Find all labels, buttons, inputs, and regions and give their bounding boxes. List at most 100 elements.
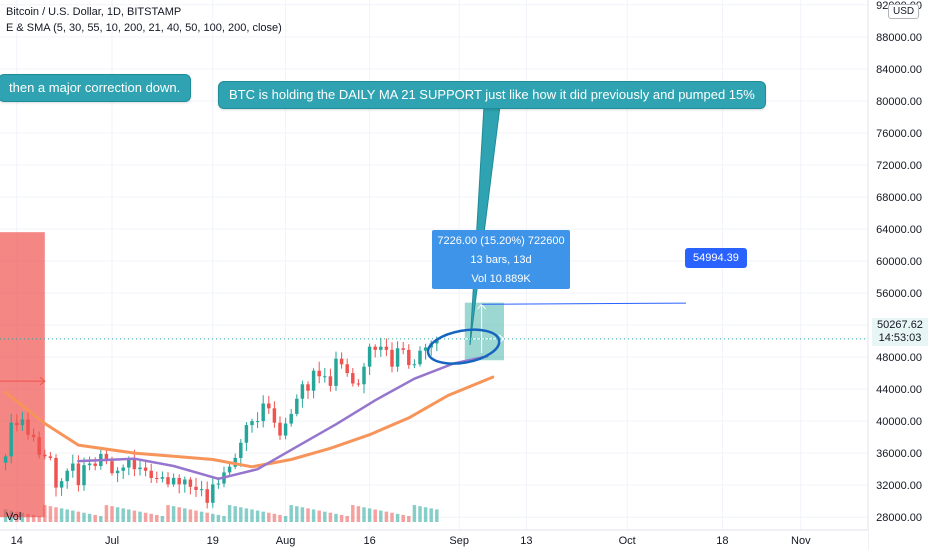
candle-body	[76, 463, 81, 486]
candle-body	[110, 461, 114, 474]
candle	[65, 468, 69, 489]
volume-bar	[171, 506, 176, 522]
target-price-label[interactable]: 54994.39	[685, 248, 747, 268]
candle	[283, 417, 288, 440]
volume-bar	[121, 508, 125, 522]
candle-body	[160, 477, 165, 479]
candle-body	[82, 465, 86, 486]
candle-body	[115, 470, 120, 474]
moving-averages	[4, 355, 495, 481]
candle-body	[418, 350, 422, 365]
candle	[48, 451, 53, 461]
price-tick-label: 64000.00	[876, 224, 922, 236]
candle-body	[362, 366, 366, 385]
price-axis[interactable]: 28000.00 32000.00 36000.00 40000.00 44000.00…	[867, 0, 932, 550]
candle-body	[138, 467, 142, 470]
time-tick-label: Jul	[105, 535, 119, 547]
candle	[306, 381, 310, 399]
time-tick-label: 18	[716, 535, 728, 547]
measure-bars: 13 bars, 13d	[470, 254, 532, 266]
price-tick-label: 76000.00	[876, 128, 922, 140]
ma-fast-line	[77, 355, 489, 481]
candle-body	[250, 421, 254, 426]
target-zone-arrow-up	[477, 303, 486, 310]
candle-body	[15, 422, 19, 426]
candle-body	[127, 458, 131, 468]
volume-bar	[395, 513, 400, 522]
volume-bar	[104, 505, 109, 522]
volume-bar	[31, 514, 36, 522]
measure-info-box[interactable]: 7226.00 (15.20%) 722600 13 bars, 13d Vol…	[432, 230, 570, 289]
candle-body	[379, 346, 383, 350]
candle-body	[155, 477, 159, 479]
candle-body	[283, 423, 288, 436]
candle	[20, 411, 25, 431]
candle-body	[26, 419, 30, 435]
volume-label: Vol	[6, 511, 22, 523]
candle	[9, 413, 13, 464]
volume-bar	[328, 512, 333, 522]
candle	[43, 449, 47, 460]
drawing-zones	[0, 232, 505, 518]
volume-bar	[99, 516, 103, 522]
volume-bar	[82, 512, 86, 522]
volume-bar	[306, 508, 310, 522]
callout-left[interactable]: then a major correction down.	[0, 74, 192, 102]
volume-bar	[37, 516, 41, 522]
volume-bar	[160, 516, 165, 522]
time-tick-label: Aug	[276, 535, 296, 547]
measure-change: 7226.00 (15.20%) 722600	[437, 235, 565, 247]
volume-bar	[222, 516, 226, 522]
candle-body	[194, 486, 198, 490]
price-axis-bg	[868, 0, 932, 550]
candle-body	[255, 421, 260, 423]
candle-body	[171, 477, 176, 485]
volume-bar	[115, 507, 120, 522]
volume-bars	[3, 505, 439, 522]
red-zone-arrow-head	[39, 376, 46, 386]
candle-body	[48, 456, 53, 458]
price-tick-label: 56000.00	[876, 288, 922, 300]
volume-bar	[356, 506, 361, 522]
candle	[177, 474, 181, 494]
candle	[384, 338, 389, 357]
candle	[300, 380, 305, 408]
callout-right[interactable]: BTC is holding the DAILY MA 21 SUPPORT j…	[218, 81, 766, 109]
candle	[37, 431, 41, 459]
candle-body	[177, 477, 181, 485]
candle-body	[227, 466, 232, 473]
volume-bar	[278, 514, 282, 522]
candle	[149, 463, 153, 483]
time-axis[interactable]: 14 Jul 19 Aug 16 Sep 13 Oct 18 Nov	[0, 529, 868, 550]
candle-body	[166, 477, 170, 485]
current-price-countdown: 14:53:03	[878, 332, 922, 344]
candle-body	[339, 358, 344, 365]
candle	[295, 394, 299, 417]
candle	[351, 368, 355, 387]
candle-body	[183, 479, 187, 485]
volume-bar	[272, 513, 277, 522]
volume-bar	[261, 511, 265, 522]
candle	[272, 401, 277, 428]
volume-bar	[211, 513, 215, 522]
candle-body	[306, 384, 310, 391]
volume-bar	[71, 510, 75, 522]
candle-body	[132, 458, 137, 470]
volume-bar	[239, 507, 243, 522]
volume-bar	[384, 511, 389, 522]
volume-bar	[250, 509, 254, 522]
price-tick-label: 40000.00	[876, 416, 922, 428]
indicator-legend[interactable]: E & SMA (5, 30, 55, 10, 200, 21, 40, 50,…	[6, 22, 282, 34]
volume-bar	[76, 511, 81, 522]
candle-body	[401, 348, 405, 350]
volume-bar	[300, 507, 305, 522]
candle-body	[267, 403, 271, 409]
candle	[362, 362, 366, 394]
candle-body	[104, 453, 109, 462]
price-tick-label: 32000.00	[876, 480, 922, 492]
candle	[104, 448, 109, 465]
candle	[155, 471, 159, 484]
currency-button[interactable]: USD	[888, 4, 920, 19]
